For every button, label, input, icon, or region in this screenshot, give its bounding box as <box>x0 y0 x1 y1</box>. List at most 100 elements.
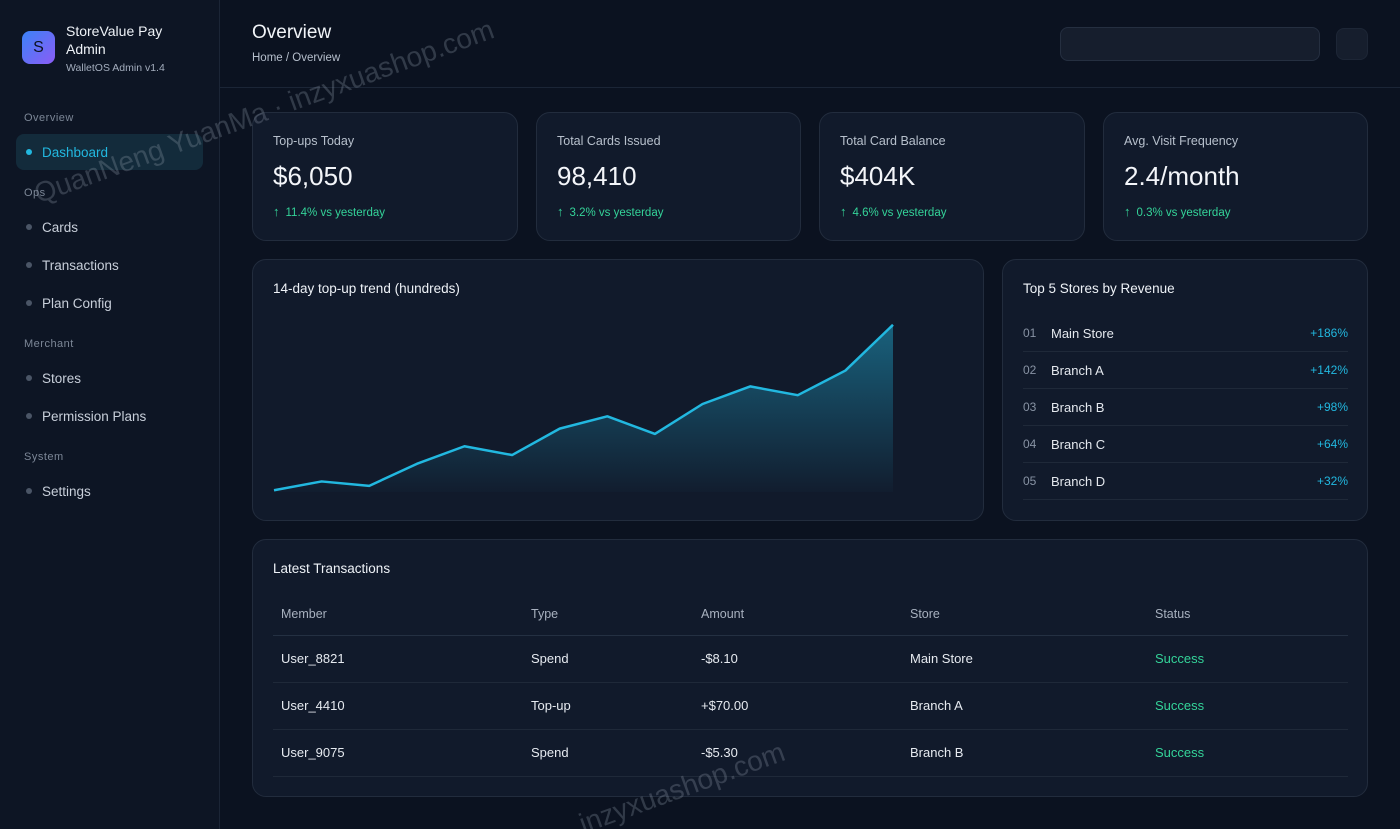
chart-title: 14-day top-up trend (hundreds) <box>273 281 460 296</box>
arrow-up-icon: ↑ <box>273 204 280 219</box>
nav-section-system: System <box>24 451 64 463</box>
stat-delta: ↑ 3.2% vs yesterday <box>557 204 664 219</box>
store-row[interactable]: 05 Branch D +32% <box>1023 463 1348 500</box>
trend-point[interactable] <box>557 426 563 432</box>
store-growth: +32% <box>1316 474 1348 488</box>
cell-member: User_4410 <box>273 682 523 730</box>
trend-point[interactable] <box>747 383 753 389</box>
store-row[interactable]: 04 Branch C +64% <box>1023 426 1348 463</box>
stat-card-visit-frequency: Avg. Visit Frequency 2.4/month ↑ 0.3% vs … <box>1103 112 1368 241</box>
bullet-icon <box>26 413 32 419</box>
trend-point[interactable] <box>366 483 372 489</box>
table-row[interactable]: User_4410 Top-up +$70.00 Branch A Succes… <box>273 682 1348 730</box>
nav-section-merchant: Merchant <box>24 338 74 350</box>
stat-value: $404K <box>840 161 916 191</box>
store-row[interactable]: 01 Main Store +186% <box>1023 315 1348 352</box>
trend-point[interactable] <box>890 322 896 328</box>
sidebar-item-settings[interactable]: Settings <box>16 473 203 509</box>
stat-label: Total Cards Issued <box>557 134 661 148</box>
trend-line <box>273 323 894 492</box>
trend-point[interactable] <box>842 368 848 374</box>
table-row[interactable]: User_9075 Spend -$5.30 Branch B Success <box>273 729 1348 777</box>
stat-value: $6,050 <box>273 161 353 191</box>
store-row[interactable]: 02 Branch A +142% <box>1023 352 1348 389</box>
column-header-member: Member <box>273 594 523 636</box>
stat-value: 98,410 <box>557 161 637 191</box>
table-header-row: Member Type Amount Store Status <box>273 594 1348 636</box>
sidebar-item-plan-config[interactable]: Plan Config <box>16 285 203 321</box>
cell-member: User_8821 <box>273 635 523 683</box>
trend-point[interactable] <box>461 443 467 449</box>
page-title: Overview <box>252 22 332 43</box>
bullet-icon <box>26 375 32 381</box>
sidebar-item-cards[interactable]: Cards <box>16 209 203 245</box>
transactions-table: Member Type Amount Store Status User_882… <box>273 594 1348 777</box>
trend-point[interactable] <box>509 452 515 458</box>
sidebar-item-label: Plan Config <box>42 295 112 311</box>
trend-point[interactable] <box>319 478 325 484</box>
sidebar-item-label: Settings <box>42 483 91 499</box>
stat-card-cards-issued: Total Cards Issued 98,410 ↑ 3.2% vs yeste… <box>536 112 801 241</box>
brand-subtitle: WalletOS Admin v1.4 <box>66 62 165 74</box>
store-rank: 01 <box>1023 326 1037 340</box>
column-header-store: Store <box>902 594 1147 636</box>
store-rank: 05 <box>1023 474 1037 488</box>
trend-point[interactable] <box>271 487 277 493</box>
cell-store: Branch A <box>902 682 1147 730</box>
bullet-icon <box>26 262 32 268</box>
nav-section-overview: Overview <box>24 112 74 124</box>
sidebar-item-dashboard[interactable]: Dashboard <box>16 134 203 170</box>
stat-label: Total Card Balance <box>840 134 946 148</box>
stat-delta: ↑ 11.4% vs yesterday <box>273 204 386 219</box>
cell-type: Spend <box>523 729 693 777</box>
cell-amount: +$70.00 <box>693 682 902 730</box>
transactions-card: Latest Transactions Member Type Amount S… <box>252 539 1368 797</box>
cell-type: Spend <box>523 635 693 683</box>
column-header-status: Status <box>1147 594 1348 636</box>
store-name: Main Store <box>1051 325 1114 341</box>
sidebar-item-permission-plans[interactable]: Permission Plans <box>16 398 203 434</box>
sidebar-item-stores[interactable]: Stores <box>16 360 203 396</box>
store-growth: +64% <box>1316 437 1348 451</box>
sidebar-item-label: Stores <box>42 370 82 386</box>
cell-member: User_9075 <box>273 729 523 777</box>
cell-store: Main Store <box>902 635 1147 683</box>
cell-type: Top-up <box>523 682 693 730</box>
brand: S StoreValue Pay Admin WalletOS Admin v1… <box>22 22 186 74</box>
stat-label: Top-ups Today <box>273 134 355 148</box>
trend-chart-card: 14-day top-up trend (hundreds) <box>252 259 984 521</box>
brand-logo: S <box>22 31 55 64</box>
store-row[interactable]: 03 Branch B +98% <box>1023 389 1348 426</box>
store-growth: +142% <box>1310 363 1348 377</box>
sidebar-item-label: Permission Plans <box>42 408 147 424</box>
header: Overview Home / Overview <box>220 0 1400 88</box>
store-rank: 03 <box>1023 400 1037 414</box>
trend-area <box>274 324 893 492</box>
bullet-icon <box>26 488 32 494</box>
trend-point[interactable] <box>604 413 610 419</box>
trend-point[interactable] <box>795 392 801 398</box>
table-row[interactable]: User_8821 Spend -$8.10 Main Store Succes… <box>273 635 1348 683</box>
cell-amount: -$5.30 <box>693 729 902 777</box>
cell-amount: -$8.10 <box>693 635 902 683</box>
transactions-title: Latest Transactions <box>273 561 391 576</box>
cell-store: Branch B <box>902 729 1147 777</box>
store-growth: +98% <box>1316 400 1348 414</box>
header-action-button[interactable] <box>1336 28 1368 60</box>
cell-status: Success <box>1147 729 1348 777</box>
arrow-up-icon: ↑ <box>840 204 847 219</box>
sidebar-item-label: Dashboard <box>42 144 109 160</box>
sidebar-item-transactions[interactable]: Transactions <box>16 247 203 283</box>
trend-point[interactable] <box>700 401 706 407</box>
sidebar: S StoreValue Pay Admin WalletOS Admin v1… <box>0 0 220 829</box>
store-name: Branch A <box>1051 362 1104 378</box>
column-header-amount: Amount <box>693 594 902 636</box>
bullet-icon <box>26 300 32 306</box>
search-input[interactable] <box>1060 27 1320 61</box>
active-dot-icon <box>26 149 32 155</box>
store-name: Branch D <box>1051 473 1106 489</box>
stat-delta: ↑ 4.6% vs yesterday <box>840 204 947 219</box>
trend-point[interactable] <box>652 431 658 437</box>
trend-point[interactable] <box>414 461 420 467</box>
store-rank: 04 <box>1023 437 1037 451</box>
